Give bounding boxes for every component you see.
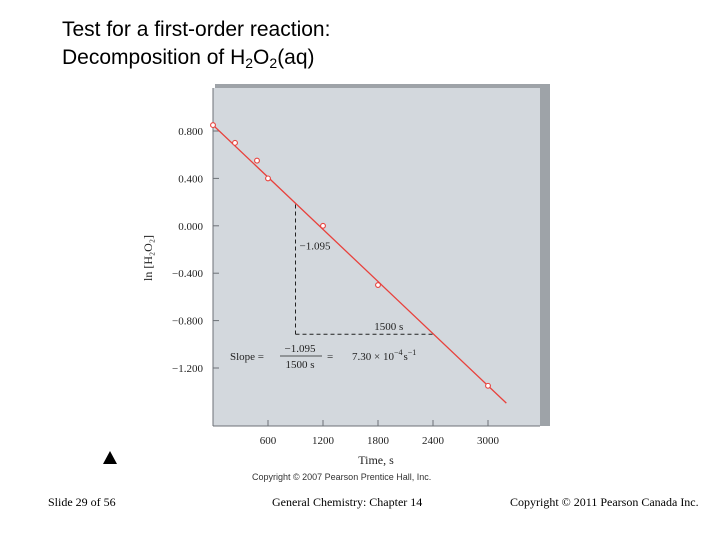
title-text: Decomposition of H <box>62 46 246 69</box>
title-line-1: Test for a first-order reaction: <box>62 18 331 41</box>
title-text: O <box>253 46 270 69</box>
y-tick-label: −0.800 <box>172 316 203 328</box>
y-tick-label: 0.800 <box>178 126 203 138</box>
data-point <box>485 382 491 389</box>
y-tick-label: 0.400 <box>178 173 203 185</box>
delta-x-label: 1500 s <box>374 321 403 333</box>
footer-copyright: Copyright © 2011 Pearson Canada Inc. <box>510 495 699 509</box>
plot-shadow-top <box>215 84 550 90</box>
data-point <box>265 175 271 182</box>
title-subscript: 2 <box>245 55 254 71</box>
slope-exponent: −4 <box>394 348 403 357</box>
x-tick-label: 1200 <box>312 435 335 447</box>
data-points <box>210 122 491 389</box>
slope-equals: = <box>327 351 333 363</box>
slope-mantissa: 7.30 × 10 <box>352 351 394 363</box>
y-tick-label: −0.400 <box>172 268 203 280</box>
x-ticks: 600 1200 1800 2400 3000 <box>260 420 500 447</box>
y-axis-label: ln [H₂O₂] <box>141 235 155 281</box>
slope-unit-exponent: −1 <box>408 348 417 357</box>
plot-area <box>213 88 540 426</box>
slide-title: Test for a first-order reaction: Decompo… <box>62 16 330 77</box>
title-line-2: Decomposition of H2O2(aq) <box>62 44 330 77</box>
slope-numerator: −1.095 <box>285 343 316 355</box>
slope-label: Slope = <box>230 351 264 363</box>
series-line <box>212 124 507 404</box>
data-point <box>232 139 238 146</box>
slide-number: Slide 29 of 56 <box>48 495 116 509</box>
slope-denominator: 1500 s <box>285 359 314 371</box>
title-text: (aq) <box>277 46 315 69</box>
x-axis-label: Time, s <box>358 453 394 467</box>
x-tick-label: 3000 <box>477 435 500 447</box>
figure-credit: Copyright © 2007 Pearson Prentice Hall, … <box>252 472 432 482</box>
x-tick-label: 2400 <box>422 435 445 447</box>
y-tick-label: 0.000 <box>178 221 203 233</box>
title-subscript: 2 <box>269 55 278 71</box>
slope-value: 7.30 × 10−4s−1 <box>352 348 416 363</box>
delta-y-label: −1.095 <box>300 240 331 252</box>
data-point <box>320 222 326 229</box>
y-ticks: 0.800 0.400 0.000 −0.400 −0.800 −1.200 <box>172 126 219 375</box>
data-point <box>210 122 216 129</box>
y-tick-label: −1.200 <box>172 363 203 375</box>
course-name: General Chemistry: Chapter 14 <box>272 495 423 509</box>
x-tick-label: 1800 <box>367 435 390 447</box>
nav-up-arrow-icon[interactable] <box>103 451 117 464</box>
slope-unit: s <box>403 351 407 363</box>
data-point <box>254 157 260 164</box>
plot-shadow <box>540 88 550 426</box>
x-tick-label: 600 <box>260 435 277 447</box>
data-point <box>375 282 381 288</box>
